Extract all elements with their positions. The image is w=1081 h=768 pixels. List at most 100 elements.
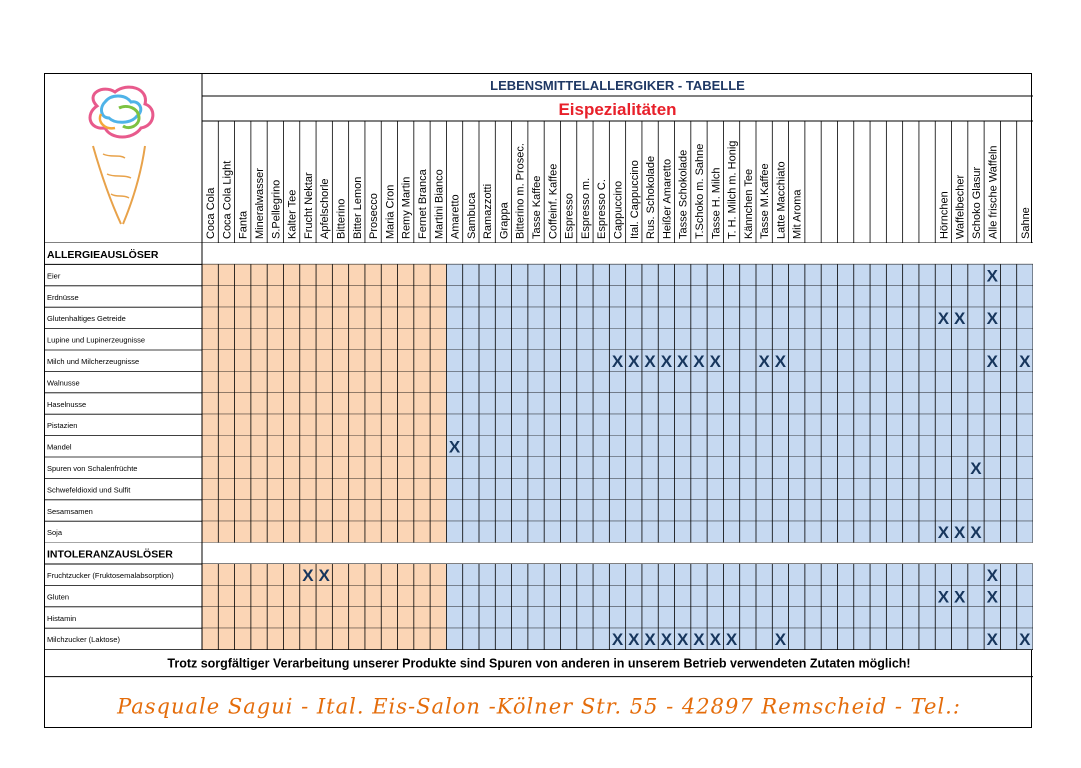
row-label: Spuren von Schalenfrüchte	[47, 464, 137, 473]
column-header: Bitterino	[336, 199, 348, 239]
row-label: Mandel	[47, 443, 72, 452]
allergen-mark: X	[1019, 630, 1031, 649]
row-label: Gluten	[47, 592, 69, 601]
allergen-mark: X	[612, 352, 624, 371]
allergen-mark: X	[954, 523, 966, 542]
table-row: Sesamsamen	[45, 499, 1033, 522]
allergen-mark: X	[775, 352, 787, 371]
table-row: Schwefeldioxid und Sulfit	[45, 478, 1033, 501]
allergen-mark: X	[628, 352, 640, 371]
allergen-mark: X	[987, 630, 999, 649]
allergy-table-sheet: LEBENSMITTELALLERGIKER - TABELLE Eispezia…	[44, 73, 1033, 728]
table-row: Haselnusse	[45, 392, 1033, 415]
column-header: Tasse M.Kaffee	[759, 163, 771, 239]
row-label: Fruchtzucker (Fruktosemalabsorption)	[47, 571, 174, 580]
column-header: Martini Bianco	[433, 169, 445, 239]
column-header: Espresso	[564, 193, 576, 239]
allergen-mark: X	[938, 587, 950, 606]
table-subtitle: Eispezialitäten	[558, 100, 676, 119]
column-header: Cappuccino	[613, 181, 625, 239]
column-header: Ramazzotti	[482, 184, 494, 239]
footer-text: Pasquale Sagui - Ital. Eis-Salon -Kölner…	[116, 695, 961, 719]
table-row: Soja X X X	[45, 521, 1033, 544]
allergen-mark: X	[319, 566, 331, 585]
column-header: Mit Aroma	[792, 189, 804, 239]
disclaimer-text: Trotz sorgfältiger Verarbeitung unserer …	[167, 657, 910, 671]
table-row: Gluten X X X	[45, 585, 1033, 608]
row-label: Haselnusse	[47, 400, 86, 409]
table-row: Spuren von Schalenfrüchte X	[45, 457, 1033, 479]
column-header: Ital. Cappuccino	[629, 160, 641, 239]
row-label: Lupine und Lupinerzeugnisse	[47, 336, 145, 345]
column-header: Grappa	[498, 201, 510, 239]
table-row: Eier X	[45, 264, 1033, 287]
column-header: Rus. Schokolade	[645, 156, 657, 239]
allergen-mark: X	[693, 630, 705, 649]
allergen-mark: X	[449, 438, 461, 457]
table-row: Fruchtzucker (Fruktosemalabsorption) X X X	[45, 564, 1033, 586]
allergen-mark: X	[775, 630, 787, 649]
column-header: Coca Cola Light	[221, 161, 233, 239]
column-header: S.Pellegrino	[270, 180, 282, 239]
column-header: Tasse Kaffee	[531, 176, 543, 239]
allergen-mark: X	[726, 630, 738, 649]
column-header: Alle frische Waffeln	[987, 145, 999, 239]
table-row: Lupine und Lupinerzeugnisse	[45, 328, 1033, 351]
table-row: Milchzucker (Laktose) X X X X X X X X X X X	[45, 628, 1033, 650]
allergen-mark: X	[302, 566, 314, 585]
allergen-mark: X	[938, 523, 950, 542]
table-row: Mandel X	[45, 435, 1033, 458]
allergen-mark: X	[970, 459, 982, 478]
column-header: Fanta	[238, 210, 250, 239]
allergen-mark: X	[693, 352, 705, 371]
column-header: Coca Cola	[205, 187, 217, 239]
allergen-mark: X	[987, 566, 999, 585]
allergen-mark: X	[677, 352, 689, 371]
column-header: Tasse H. Milch	[710, 167, 722, 239]
column-header: Latte Macchiato	[775, 161, 787, 239]
column-header: T. H. Milch m. Honig	[727, 141, 739, 239]
allergen-mark: X	[954, 309, 966, 328]
column-header: Remy Martin	[401, 177, 413, 239]
allergen-mark: X	[677, 630, 689, 649]
allergen-mark: X	[710, 352, 722, 371]
table-row: Erdnüsse	[45, 285, 1033, 308]
row-label: Soja	[47, 528, 63, 537]
column-header: Sahne	[1020, 207, 1032, 239]
column-header: Amaretto	[450, 194, 462, 239]
allergen-mark: X	[758, 352, 770, 371]
section-heading: INTOLERANZAUSLÖSER	[47, 548, 173, 561]
table-row: Walnusse	[45, 371, 1033, 394]
row-label: Sesamsamen	[47, 507, 93, 516]
column-header: Hörnchen	[938, 191, 950, 239]
row-label: Glutenhaltiges Getreide	[47, 314, 126, 323]
allergen-mark: X	[710, 630, 722, 649]
row-label: Eier	[47, 271, 61, 280]
section-heading: ALLERGIEAUSLÖSER	[47, 248, 159, 261]
column-header: Mineralwasser	[254, 168, 266, 239]
allergen-mark: X	[628, 630, 640, 649]
column-header: Frucht Nektar	[303, 172, 315, 239]
column-header: Espresso C.	[596, 179, 608, 239]
row-label: Schwefeldioxid und Sulfit	[47, 485, 131, 494]
column-header: Bitter Lemon	[352, 177, 364, 239]
allergen-mark: X	[644, 630, 656, 649]
row-label: Milchzucker (Laktose)	[47, 635, 120, 644]
allergen-mark: X	[661, 352, 673, 371]
row-label: Walnusse	[47, 378, 80, 387]
table-row: Pistazien	[45, 414, 1033, 437]
allergen-mark: X	[970, 523, 982, 542]
ice-cream-cone-icon	[88, 85, 155, 225]
column-header: Heißer Amaretto	[661, 159, 673, 239]
column-header: Sambuca	[466, 192, 478, 239]
allergen-mark: X	[987, 309, 999, 328]
column-header: Apfelschorle	[319, 178, 331, 239]
column-header: Waffelbecher	[955, 174, 967, 239]
allergen-mark: X	[661, 630, 673, 649]
column-header: Fernet Branca	[417, 168, 429, 239]
column-header: Espresso m.	[580, 178, 592, 239]
table-row: Histamin	[45, 606, 1033, 629]
table-row: Glutenhaltiges Getreide X X X	[45, 307, 1033, 330]
column-header: Coffeinf. Kaffee	[547, 164, 559, 239]
table-row: Milch und Milcherzeugnisse X X X X X X X X X X X	[45, 350, 1033, 372]
